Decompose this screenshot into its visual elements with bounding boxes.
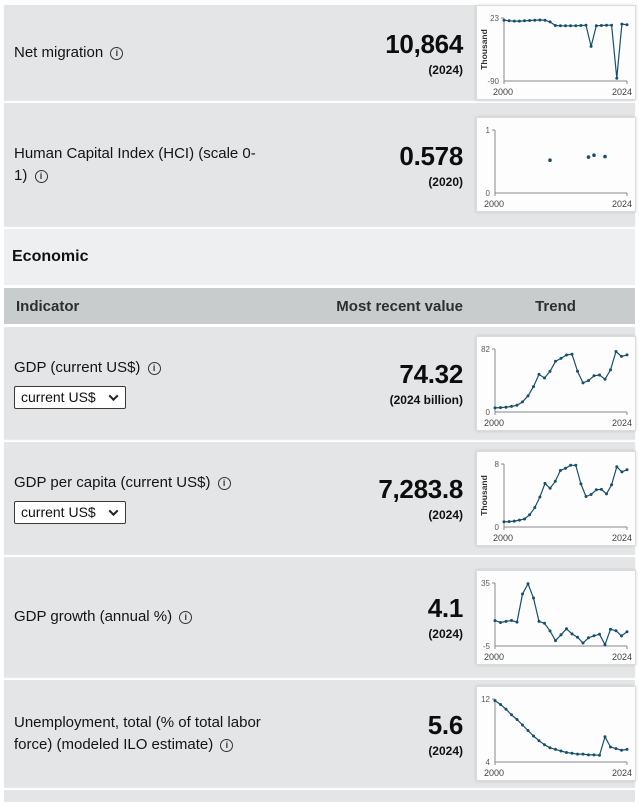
indicator-label: GDP (current US$) i [14,357,269,379]
row-hci: Human Capital Index (HCI) (scale 0-1) i … [4,103,636,226]
unit-select[interactable]: current US$ [14,501,126,525]
indicator-value: 74.32 [399,359,463,389]
info-icon[interactable]: i [34,169,48,183]
indicator-year: (2024) [428,508,463,522]
svg-text:4: 4 [486,758,491,767]
svg-text:0: 0 [486,189,491,198]
chevron-down-icon [108,391,119,401]
info-icon[interactable]: i [220,738,234,752]
info-icon[interactable]: i [110,46,124,60]
svg-text:82: 82 [481,345,490,354]
indicator-label: Net migration i [14,42,269,64]
indicator-year: (2024) [428,62,463,77]
indicator-label-text: Human Capital Index (HCI) (scale 0-1) [14,144,256,184]
trend-sparkline-chart[interactable]: 1 0 2000 2024 [476,117,636,212]
chevron-down-icon [108,506,119,516]
indicator-value: 0.578 [399,140,463,171]
indicator-label-text: Net migration [14,43,104,61]
svg-text:2024: 2024 [612,87,632,97]
indicator-value: 5.6 [427,709,464,740]
row-gdp: GDP (current US$) i current US$ 74.32 (2… [4,327,636,439]
trend-sparkline-chart[interactable]: 82 0 2000 2024 [476,335,636,431]
indicator-value: 10,864 [385,28,463,59]
unit-select-value: current US$ [21,389,96,406]
section-title: Economic [12,248,89,265]
svg-text:2000: 2000 [493,87,513,97]
svg-text:2024: 2024 [612,533,632,543]
svg-text:2024: 2024 [612,418,632,428]
svg-text:2024: 2024 [612,768,632,778]
table-header: Indicator Most recent value Trend [4,288,635,324]
svg-text:2000: 2000 [484,652,504,662]
svg-text:23: 23 [490,14,499,23]
svg-text:Thousand: Thousand [479,29,489,70]
indicator-label: Human Capital Index (HCI) (scale 0-1) i [14,143,269,187]
trend-sparkline-chart[interactable]: 23 -90 2000 2024 Thousand [476,5,636,100]
trend-sparkline-chart[interactable]: 35 -5 2000 2024 [476,569,636,665]
svg-text:2000: 2000 [484,418,504,428]
unit-select-value: current US$ [21,504,96,521]
svg-text:12: 12 [481,695,490,704]
trend-sparkline-chart[interactable]: 8 0 2000 2024 Thousand [476,450,636,546]
indicator-label-text: Unemployment, total (% of total labor fo… [14,713,261,753]
row-gdp-growth: GDP growth (annual %) i 4.1 (2024) 35 -5 2… [4,557,636,677]
row-unemployment: Unemployment, total (% of total labor fo… [4,680,636,787]
indicator-label: GDP growth (annual %) i [14,606,269,628]
trend-sparkline-chart[interactable]: 12 4 2000 2024 [476,686,636,781]
svg-text:2024: 2024 [612,652,632,662]
info-icon[interactable]: i [179,611,193,625]
info-icon[interactable]: i [217,476,231,490]
unit-select[interactable]: current US$ [14,386,126,410]
indicator-label: Unemployment, total (% of total labor fo… [14,712,269,756]
indicator-label-text: GDP growth (annual %) [14,608,173,626]
svg-text:-90: -90 [487,77,499,86]
indicator-label-text: GDP per capita (current US$) [14,473,211,491]
row-net-migration: Net migration i 10,864 (2024) 23 -90 2000 2… [4,5,636,100]
svg-text:35: 35 [481,579,490,588]
svg-text:2000: 2000 [484,199,504,209]
svg-text:2000: 2000 [484,768,504,778]
svg-text:2000: 2000 [493,533,513,543]
indicator-year: (2020) [428,174,463,189]
column-header-most-recent-value: Most recent value [336,297,463,315]
indicator-value: 4.1 [427,593,464,623]
svg-text:8: 8 [495,460,500,469]
svg-text:1: 1 [486,126,491,135]
section-economic: Economic [4,229,635,285]
indicator-year: (2024 billion) [389,393,463,407]
svg-text:2024: 2024 [612,199,632,209]
svg-text:0: 0 [486,408,491,417]
indicator-value: 7,283.8 [378,474,463,504]
indicator-label-text: GDP (current US$) [14,358,141,376]
info-icon[interactable]: i [147,361,161,375]
partial-next-row [4,790,635,802]
indicator-year: (2024) [428,627,463,641]
column-header-indicator: Indicator [16,297,80,315]
column-header-trend: Trend [535,297,576,315]
svg-text:-5: -5 [483,642,491,651]
indicator-year: (2024) [428,743,463,758]
svg-text:0: 0 [495,523,500,532]
row-gdp-per-capita: GDP per capita (current US$) i current U… [4,442,636,554]
svg-text:Thousand: Thousand [479,475,489,516]
indicator-label: GDP per capita (current US$) i [14,472,269,494]
